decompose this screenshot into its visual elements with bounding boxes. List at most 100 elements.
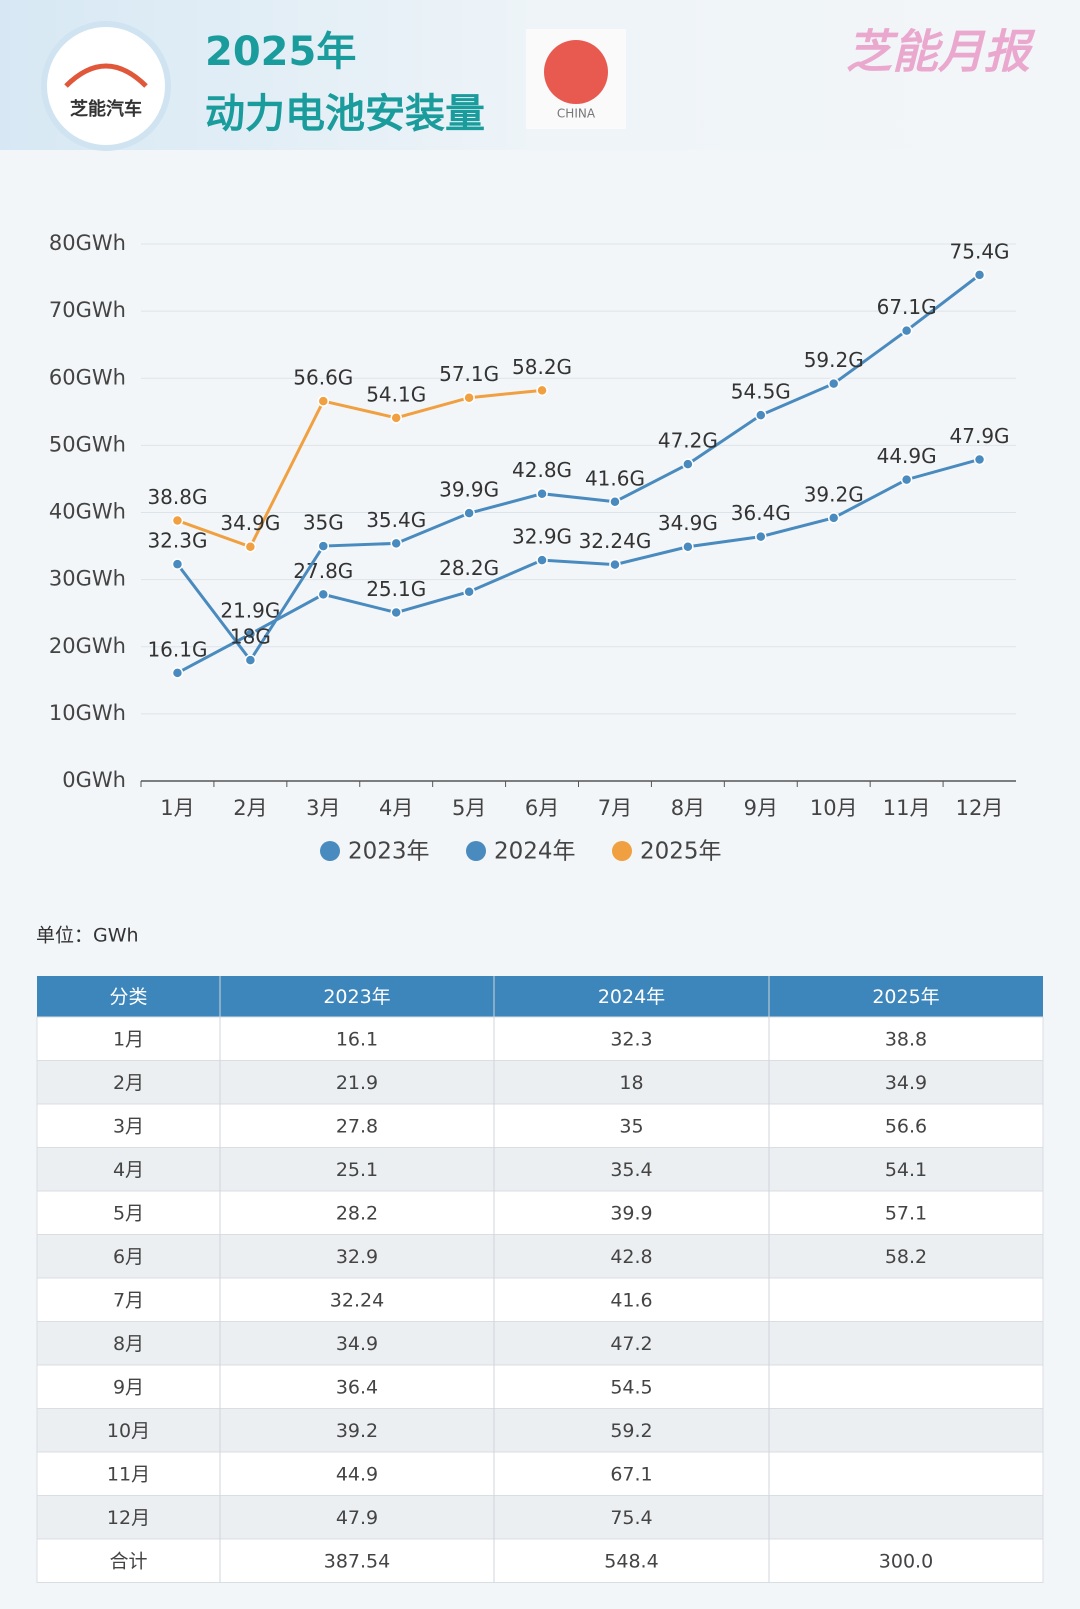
point bbox=[900, 324, 913, 337]
unit: 单位：GWh bbox=[36, 925, 139, 947]
point bbox=[244, 628, 257, 640]
point bbox=[317, 540, 330, 552]
point bbox=[536, 487, 548, 500]
table-cell: 44.9 bbox=[336, 1463, 378, 1485]
table-header: 2024年 bbox=[598, 986, 665, 1008]
table-cell: 67.1 bbox=[610, 1463, 652, 1485]
line bbox=[176, 388, 543, 549]
y-tick-label: 60GWh bbox=[49, 365, 126, 389]
logo-circle bbox=[41, 21, 171, 151]
point bbox=[755, 530, 767, 543]
table-cell: 2月 bbox=[113, 1072, 144, 1094]
point bbox=[755, 409, 767, 421]
point bbox=[244, 654, 257, 666]
x-tick-label: 4月 bbox=[379, 796, 413, 820]
table-cell: 合计 bbox=[109, 1550, 147, 1572]
y-tick-label: 10GWh bbox=[49, 701, 126, 725]
table-cell: 47.9 bbox=[336, 1507, 378, 1529]
line bbox=[176, 458, 980, 675]
data-label: 36.4G bbox=[731, 501, 791, 525]
data-label: 75.4G bbox=[950, 239, 1010, 263]
legend-label: 2024年 bbox=[494, 839, 576, 865]
x-tick-label: 9月 bbox=[744, 796, 778, 820]
table-cell: 36.4 bbox=[336, 1376, 378, 1398]
table-cell: 35.4 bbox=[610, 1159, 652, 1181]
logo-icon bbox=[64, 63, 148, 88]
table-row-bg bbox=[36, 1147, 1044, 1192]
table-cell: 57.1 bbox=[885, 1202, 927, 1224]
point bbox=[682, 540, 694, 553]
table-cell: 75.4 bbox=[610, 1507, 652, 1529]
table-cell: 59.2 bbox=[610, 1420, 652, 1442]
data-label: 32.3G bbox=[147, 529, 207, 553]
data-label: 54.5G bbox=[731, 380, 791, 404]
legend-swatch bbox=[320, 841, 340, 861]
logo-text: 芝能汽车 bbox=[70, 98, 142, 120]
data-label: 41.6G bbox=[585, 466, 645, 490]
legend-label: 2025年 bbox=[640, 839, 722, 865]
y-tick-label: 0GWh bbox=[62, 768, 126, 792]
x-tick-label: 11月 bbox=[883, 796, 931, 820]
data-label: 59.2G bbox=[804, 348, 864, 372]
data-label: 67.1G bbox=[877, 295, 937, 319]
point bbox=[536, 554, 548, 566]
table-cell: 39.9 bbox=[610, 1202, 652, 1224]
table-cell: 8月 bbox=[113, 1333, 144, 1355]
table-row-bg bbox=[36, 1103, 1044, 1148]
table-cell: 1月 bbox=[113, 1028, 144, 1050]
table-cell: 4月 bbox=[113, 1159, 144, 1181]
y-tick-label: 80GWh bbox=[49, 231, 126, 255]
data-label: 44.9G bbox=[877, 444, 937, 468]
data-label: 38.8G bbox=[147, 485, 207, 509]
table-cell: 387.54 bbox=[324, 1550, 390, 1572]
table-cell: 32.3 bbox=[610, 1028, 652, 1050]
table-cell: 42.8 bbox=[610, 1246, 652, 1268]
point bbox=[317, 588, 330, 601]
subtitle: 动力电池安装量 bbox=[205, 91, 485, 137]
table-cell: 34.9 bbox=[885, 1072, 927, 1094]
x-tick-label: 8月 bbox=[671, 796, 705, 820]
data-label: 58.2G bbox=[512, 355, 572, 379]
data-label: 39.9G bbox=[439, 478, 499, 502]
data-label: 21.9G bbox=[220, 598, 280, 622]
table-cell: 25.1 bbox=[336, 1159, 378, 1181]
table-cell: 10月 bbox=[107, 1420, 150, 1442]
table-cell: 47.2 bbox=[610, 1333, 652, 1355]
table-header: 2023年 bbox=[323, 986, 390, 1008]
legend-swatch bbox=[466, 841, 486, 861]
x-tick-label: 10月 bbox=[810, 796, 858, 820]
data-label: 25.1G bbox=[366, 577, 426, 601]
table-cell: 27.8 bbox=[336, 1115, 378, 1137]
y-tick-label: 30GWh bbox=[49, 567, 126, 591]
data-label: 35.4G bbox=[366, 508, 426, 532]
table-cell: 38.8 bbox=[885, 1028, 927, 1050]
table-cell: 54.5 bbox=[610, 1376, 652, 1398]
brand: 芝能月报 bbox=[846, 25, 1036, 79]
point bbox=[827, 377, 840, 390]
table-header: 2025年 bbox=[872, 986, 939, 1008]
table-cell: 300.0 bbox=[879, 1550, 933, 1572]
title: 2025年 bbox=[205, 29, 356, 75]
data-label: 56.6G bbox=[293, 366, 353, 390]
point bbox=[171, 558, 184, 570]
point bbox=[682, 458, 694, 470]
line bbox=[176, 273, 981, 663]
table-cell: 32.9 bbox=[336, 1246, 378, 1268]
legend-label: 2023年 bbox=[348, 839, 430, 865]
x-tick-label: 1月 bbox=[160, 796, 194, 820]
table-cell: 9月 bbox=[113, 1376, 144, 1398]
table-cell: 5月 bbox=[113, 1202, 144, 1224]
table-cell: 32.24 bbox=[330, 1289, 384, 1311]
legend-swatch bbox=[612, 841, 632, 861]
point bbox=[609, 558, 621, 571]
y-tick-label: 50GWh bbox=[49, 432, 126, 456]
data-label: 42.8G bbox=[512, 458, 572, 482]
data-label: 57.1G bbox=[439, 362, 499, 386]
data-label: 16.1G bbox=[147, 637, 207, 661]
table-row-bg bbox=[36, 1321, 1044, 1366]
x-tick-label: 3月 bbox=[306, 796, 340, 820]
point bbox=[463, 585, 475, 598]
point bbox=[609, 496, 621, 508]
